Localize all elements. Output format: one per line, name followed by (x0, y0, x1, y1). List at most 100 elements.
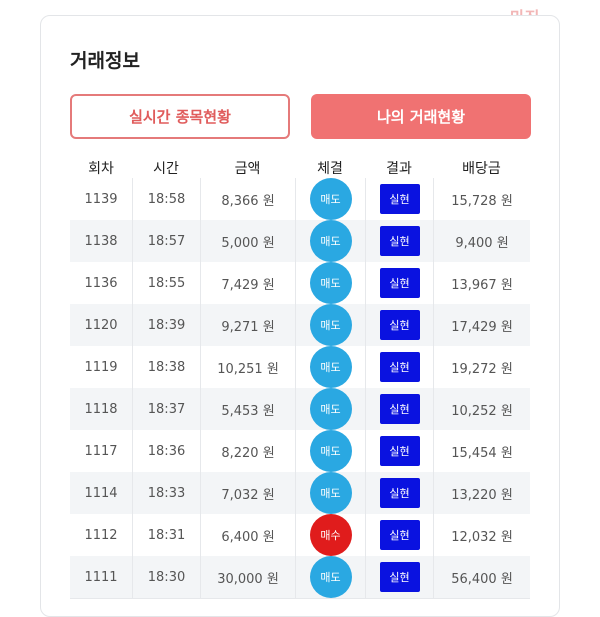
trade-badge: 매도 (309, 388, 352, 430)
table-cell: 매도 (295, 304, 365, 346)
table-cell: 1138 (70, 220, 132, 262)
table-cell: 18:39 (132, 304, 200, 346)
column-header: 결과 (386, 161, 412, 177)
table-row: 1136 18:55 7,429 원 매도 실현 13,967 원 (70, 262, 530, 305)
column-header: 시간 (153, 161, 179, 177)
table-cell: 매도 (295, 430, 365, 472)
table-cell: 1117 (70, 430, 132, 472)
cell-text: 56,400 원 (451, 571, 513, 587)
result-badge: 실현 (379, 184, 420, 214)
cell-text: 1139 (84, 191, 118, 207)
cell-text: 1117 (84, 443, 118, 459)
table-cell: 8,220 원 (200, 430, 295, 472)
cell-text: 13,220 원 (451, 487, 513, 503)
cell-text: 5,000 원 (221, 235, 275, 251)
column-header: 체결 (317, 161, 343, 177)
table-cell: 1120 (70, 304, 132, 346)
cell-text: 10,251 원 (217, 361, 279, 377)
table-row: 1119 18:38 10,251 원 매도 실현 19,272 원 (70, 346, 530, 389)
trade-badge: 매도 (309, 346, 352, 388)
table-cell: 10,252 원 (433, 388, 530, 430)
table-cell: 매도 (295, 346, 365, 388)
cell-text: 10,252 원 (451, 403, 513, 419)
title: 거래정보 (70, 50, 140, 72)
table-cell: 18:37 (132, 388, 200, 430)
cell-text: 18:30 (147, 569, 186, 585)
table-cell: 18:33 (132, 472, 200, 514)
cell-text: 18:38 (147, 359, 186, 375)
cell-text: 7,032 원 (221, 487, 275, 503)
result-badge: 실현 (379, 520, 420, 550)
table-cell: 1139 (70, 178, 132, 220)
column-header: 금액 (234, 161, 261, 177)
cell-text: 1119 (84, 359, 118, 375)
cell-text: 7,429 원 (221, 277, 275, 293)
result-badge: 실현 (379, 478, 420, 508)
table-row: 1118 18:37 5,453 원 매도 실현 10,252 원 (70, 388, 530, 431)
result-badge: 실현 (379, 352, 420, 382)
cell-text: 12,032 원 (451, 529, 513, 545)
cell-text: 1136 (84, 275, 118, 291)
result-badge: 실현 (379, 310, 420, 340)
trade-badge: 매도 (309, 220, 352, 262)
table-cell: 실현 (365, 178, 433, 220)
table-cell: 매도 (295, 178, 365, 220)
cell-text: 18:33 (147, 485, 186, 501)
table-cell: 1112 (70, 514, 132, 556)
table-cell: 매도 (295, 472, 365, 514)
table-cell: 18:36 (132, 430, 200, 472)
table-cell: 9,271 원 (200, 304, 295, 346)
table-cell: 10,251 원 (200, 346, 295, 388)
page: 마진 거래정보 실시간 종목현황 나의 거래현황 회차시간금액체결결과배당금11… (40, 8, 560, 617)
table-cell: 15,454 원 (433, 430, 530, 472)
cell-text: 18:31 (147, 527, 186, 543)
trade-badge: 매도 (309, 178, 352, 220)
table-cell: 실현 (365, 556, 433, 598)
cell-text: 18:39 (147, 317, 186, 333)
table-cell: 15,728 원 (433, 178, 530, 220)
cell-text: 1114 (84, 485, 118, 501)
cell-text: 9,271 원 (221, 319, 275, 335)
table-cell: 18:55 (132, 262, 200, 304)
table-cell: 1118 (70, 388, 132, 430)
result-badge: 실현 (379, 394, 420, 424)
table-row: 1117 18:36 8,220 원 매도 실현 15,454 원 (70, 430, 530, 473)
cell-text: 1138 (84, 233, 118, 249)
table-cell: 실현 (365, 472, 433, 514)
cell-text: 18:58 (147, 191, 186, 207)
cell-text: 15,728 원 (451, 193, 513, 209)
cell-text: 18:37 (147, 401, 186, 417)
result-badge: 실현 (379, 436, 420, 466)
cell-text: 8,220 원 (221, 445, 275, 461)
trade-badge: 매도 (309, 556, 352, 598)
column-header: 배당금 (462, 161, 501, 177)
table-cell: 17,429 원 (433, 304, 530, 346)
table-cell: 18:58 (132, 178, 200, 220)
table-cell: 6,400 원 (200, 514, 295, 556)
table-cell: 매도 (295, 388, 365, 430)
table-row: 1138 18:57 5,000 원 매도 실현 9,400 원 (70, 220, 530, 263)
table-cell: 30,000 원 (200, 556, 295, 598)
table-row: 1111 18:30 30,000 원 매도 실현 56,400 원 (70, 556, 530, 599)
table-cell: 18:38 (132, 346, 200, 388)
cell-text: 8,366 원 (221, 193, 275, 209)
table-cell: 56,400 원 (433, 556, 530, 598)
tab[interactable]: 나의 거래현황 (311, 94, 531, 139)
trade-badge: 매도 (309, 304, 352, 346)
table-cell: 매도 (295, 556, 365, 598)
table-cell: 7,429 원 (200, 262, 295, 304)
cell-text: 18:55 (147, 275, 186, 291)
cell-text: 15,454 원 (451, 445, 513, 461)
table-cell: 실현 (365, 220, 433, 262)
tab[interactable]: 실시간 종목현황 (70, 94, 290, 139)
column-header: 회차 (88, 161, 114, 177)
cell-text: 18:36 (147, 443, 186, 459)
table-cell: 18:30 (132, 556, 200, 598)
table-cell: 1119 (70, 346, 132, 388)
table-cell: 5,453 원 (200, 388, 295, 430)
table-cell: 18:57 (132, 220, 200, 262)
cell-text: 1118 (84, 401, 118, 417)
cell-text: 1120 (84, 317, 118, 333)
table-cell: 19,272 원 (433, 346, 530, 388)
cell-text: 9,400 원 (455, 235, 509, 251)
